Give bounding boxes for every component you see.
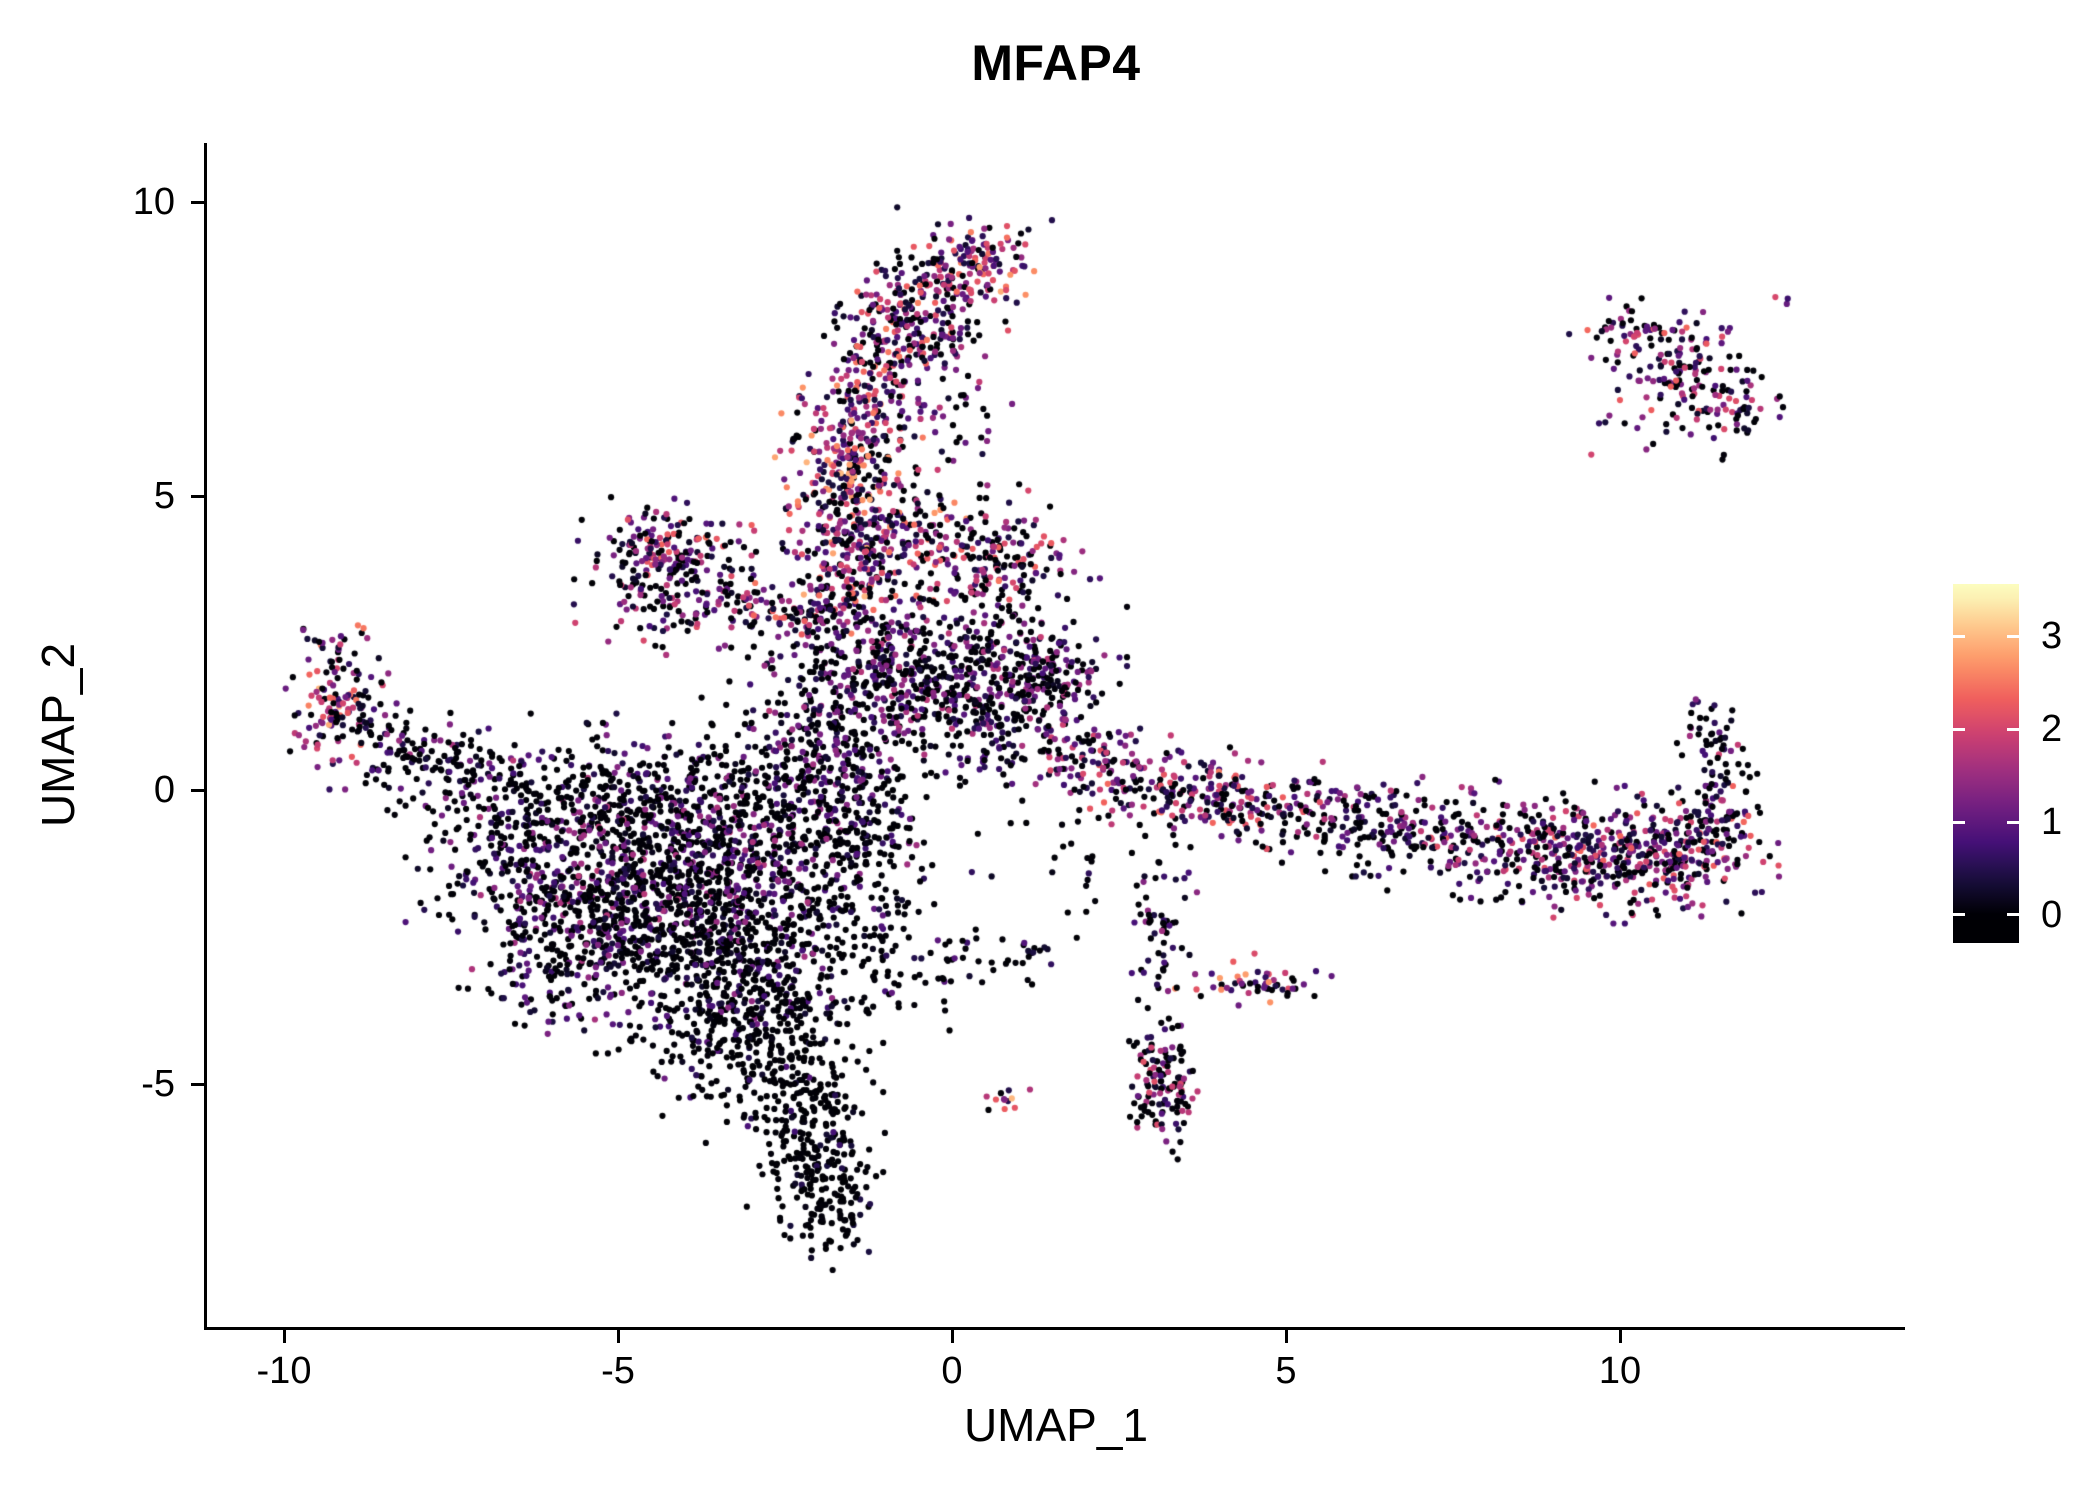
x-axis-tick-mark [616, 1330, 620, 1343]
x-axis-tick-mark [1284, 1330, 1288, 1343]
x-axis-tick-label: -10 [256, 1350, 312, 1392]
plot-title: MFAP4 [971, 35, 1141, 91]
colorbar-tick-mark [2007, 820, 2019, 824]
x-axis-tick-label: 5 [1275, 1350, 1297, 1392]
x-axis-tick-label: 10 [1598, 1350, 1642, 1392]
y-axis-tick-mark [191, 200, 204, 204]
colorbar-tick-label: 1 [2041, 801, 2063, 844]
colorbar-tick-mark [1953, 727, 1965, 731]
x-axis-tick-mark [282, 1330, 286, 1343]
x-axis-tick-label: 0 [941, 1350, 963, 1392]
colorbar-tick-mark [2007, 727, 2019, 731]
colorbar-tick-mark [2007, 913, 2019, 917]
x-axis-tick-mark [1618, 1330, 1622, 1343]
colorbar-tick-mark [1953, 634, 1965, 638]
colorbar-tick-mark [1953, 913, 1965, 917]
scatter-points-canvas [207, 140, 1905, 1330]
y-axis-tick-label: 10 [132, 181, 175, 223]
colorbar-tick-mark [1953, 820, 1965, 824]
colorbar-gradient [1953, 584, 2019, 943]
colorbar-tick-label: 3 [2041, 615, 2063, 658]
colorbar-tick-mark [2007, 634, 2019, 638]
y-axis-tick-mark [191, 1082, 204, 1086]
x-axis-tick-mark [950, 1330, 954, 1343]
colorbar-legend [1953, 584, 2019, 943]
x-axis-title: UMAP_1 [963, 1399, 1149, 1451]
colorbar-tick-label: 2 [2041, 708, 2063, 751]
y-axis-tick-mark [191, 788, 204, 792]
y-axis-tick-label: 0 [153, 769, 175, 811]
y-axis-tick-label: 5 [153, 475, 175, 517]
x-axis-line [204, 1327, 1905, 1330]
x-axis-tick-label: -5 [601, 1350, 635, 1392]
colorbar-tick-label: 0 [2041, 893, 2063, 936]
y-axis-tick-label: -5 [141, 1063, 175, 1105]
y-axis-tick-mark [191, 494, 204, 498]
y-axis-line [204, 143, 207, 1330]
